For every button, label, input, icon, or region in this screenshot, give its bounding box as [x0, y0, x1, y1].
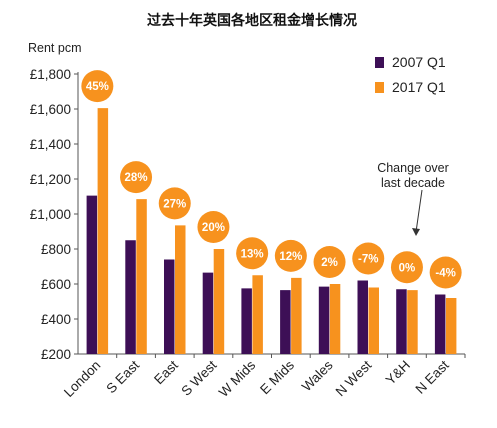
bar-2007 — [202, 272, 214, 354]
y-tick-label: £800 — [41, 242, 71, 257]
change-bubble — [390, 251, 423, 284]
x-tick-label: East — [151, 357, 181, 387]
y-axis-label: Rent pcm — [28, 41, 82, 55]
change-label: -7% — [358, 254, 378, 266]
change-bubble — [81, 70, 114, 103]
change-bubble — [313, 246, 346, 278]
y-tick-label: £1,600 — [30, 102, 71, 117]
annotation-arrow-head — [412, 228, 420, 236]
bar-2017 — [97, 108, 109, 354]
bar-2007 — [86, 195, 98, 354]
y-axis: £200 £400 £600 £800 £1,000 £1,200 £1,400 £1,600… — [30, 67, 79, 362]
y-tick-label: £1,400 — [30, 137, 71, 152]
legend-label: 2007 Q1 — [392, 54, 446, 70]
bar-2007 — [125, 240, 136, 354]
bars — [86, 108, 457, 354]
change-bubble — [429, 256, 462, 289]
y-tick-label: £600 — [41, 277, 71, 292]
legend-swatch — [375, 82, 384, 93]
x-tick-label: Wales — [299, 357, 336, 394]
bar-2007 — [357, 280, 368, 354]
x-tick-label: Y&H — [383, 358, 413, 388]
y-tick-label: £200 — [41, 347, 71, 362]
x-tick-label: N West — [333, 357, 375, 399]
y-tick-label: £1,200 — [30, 172, 71, 187]
legend: 2007 Q1 2017 Q1 — [375, 54, 446, 95]
chart-title: 过去十年英国各地区租金增长情况 — [147, 12, 357, 29]
change-label: 27% — [163, 198, 186, 210]
bar-2017 — [291, 277, 302, 354]
change-label: 0% — [399, 262, 416, 274]
change-label: 13% — [241, 248, 264, 260]
change-label: 45% — [86, 81, 109, 93]
bar-2007 — [241, 288, 252, 354]
change-label: 20% — [202, 222, 225, 234]
change-bubble — [274, 239, 307, 272]
change-label: -4% — [435, 268, 455, 280]
x-tick-label: N East — [413, 357, 452, 396]
bar-2017 — [136, 199, 147, 354]
bar-2007 — [396, 289, 407, 354]
bar-2017 — [175, 225, 186, 354]
x-tick-label: S East — [103, 357, 142, 396]
annotation-text: last decade — [381, 176, 445, 190]
change-label: 12% — [279, 251, 302, 263]
y-tick-label: £400 — [41, 312, 71, 327]
bar-2007 — [434, 294, 446, 354]
bar-2007 — [318, 286, 330, 354]
bar-2007 — [280, 290, 291, 354]
x-tick-label: W Mids — [216, 357, 259, 400]
change-bubbles: 45% 28% 27% 20% 13% 12% 2% -7% 0% -4% — [81, 70, 462, 289]
bar-2007 — [164, 259, 175, 354]
bar-2017 — [252, 275, 263, 354]
x-tick-label: E Mids — [257, 357, 297, 397]
annotation-text: Change over — [377, 161, 449, 175]
bar-2017 — [445, 298, 457, 354]
bar-2017 — [329, 284, 341, 354]
change-label: 28% — [125, 172, 148, 184]
y-tick-label: £1,800 — [30, 67, 71, 82]
x-tick-label: S West — [178, 357, 219, 398]
change-bubble — [158, 187, 191, 220]
change-bubble — [197, 211, 230, 243]
annotation-arrow-line — [415, 189, 423, 233]
change-label: 2% — [321, 257, 338, 269]
x-tick-label: London — [61, 358, 103, 400]
change-bubble — [120, 161, 153, 194]
bar-2017 — [213, 249, 225, 354]
legend-label: 2017 Q1 — [392, 79, 446, 95]
y-tick-label: £1,000 — [30, 207, 71, 222]
legend-swatch — [375, 57, 384, 68]
change-bubble — [236, 237, 269, 270]
change-bubble — [352, 242, 385, 275]
bar-2017 — [407, 290, 418, 354]
bar-2017 — [368, 287, 379, 354]
